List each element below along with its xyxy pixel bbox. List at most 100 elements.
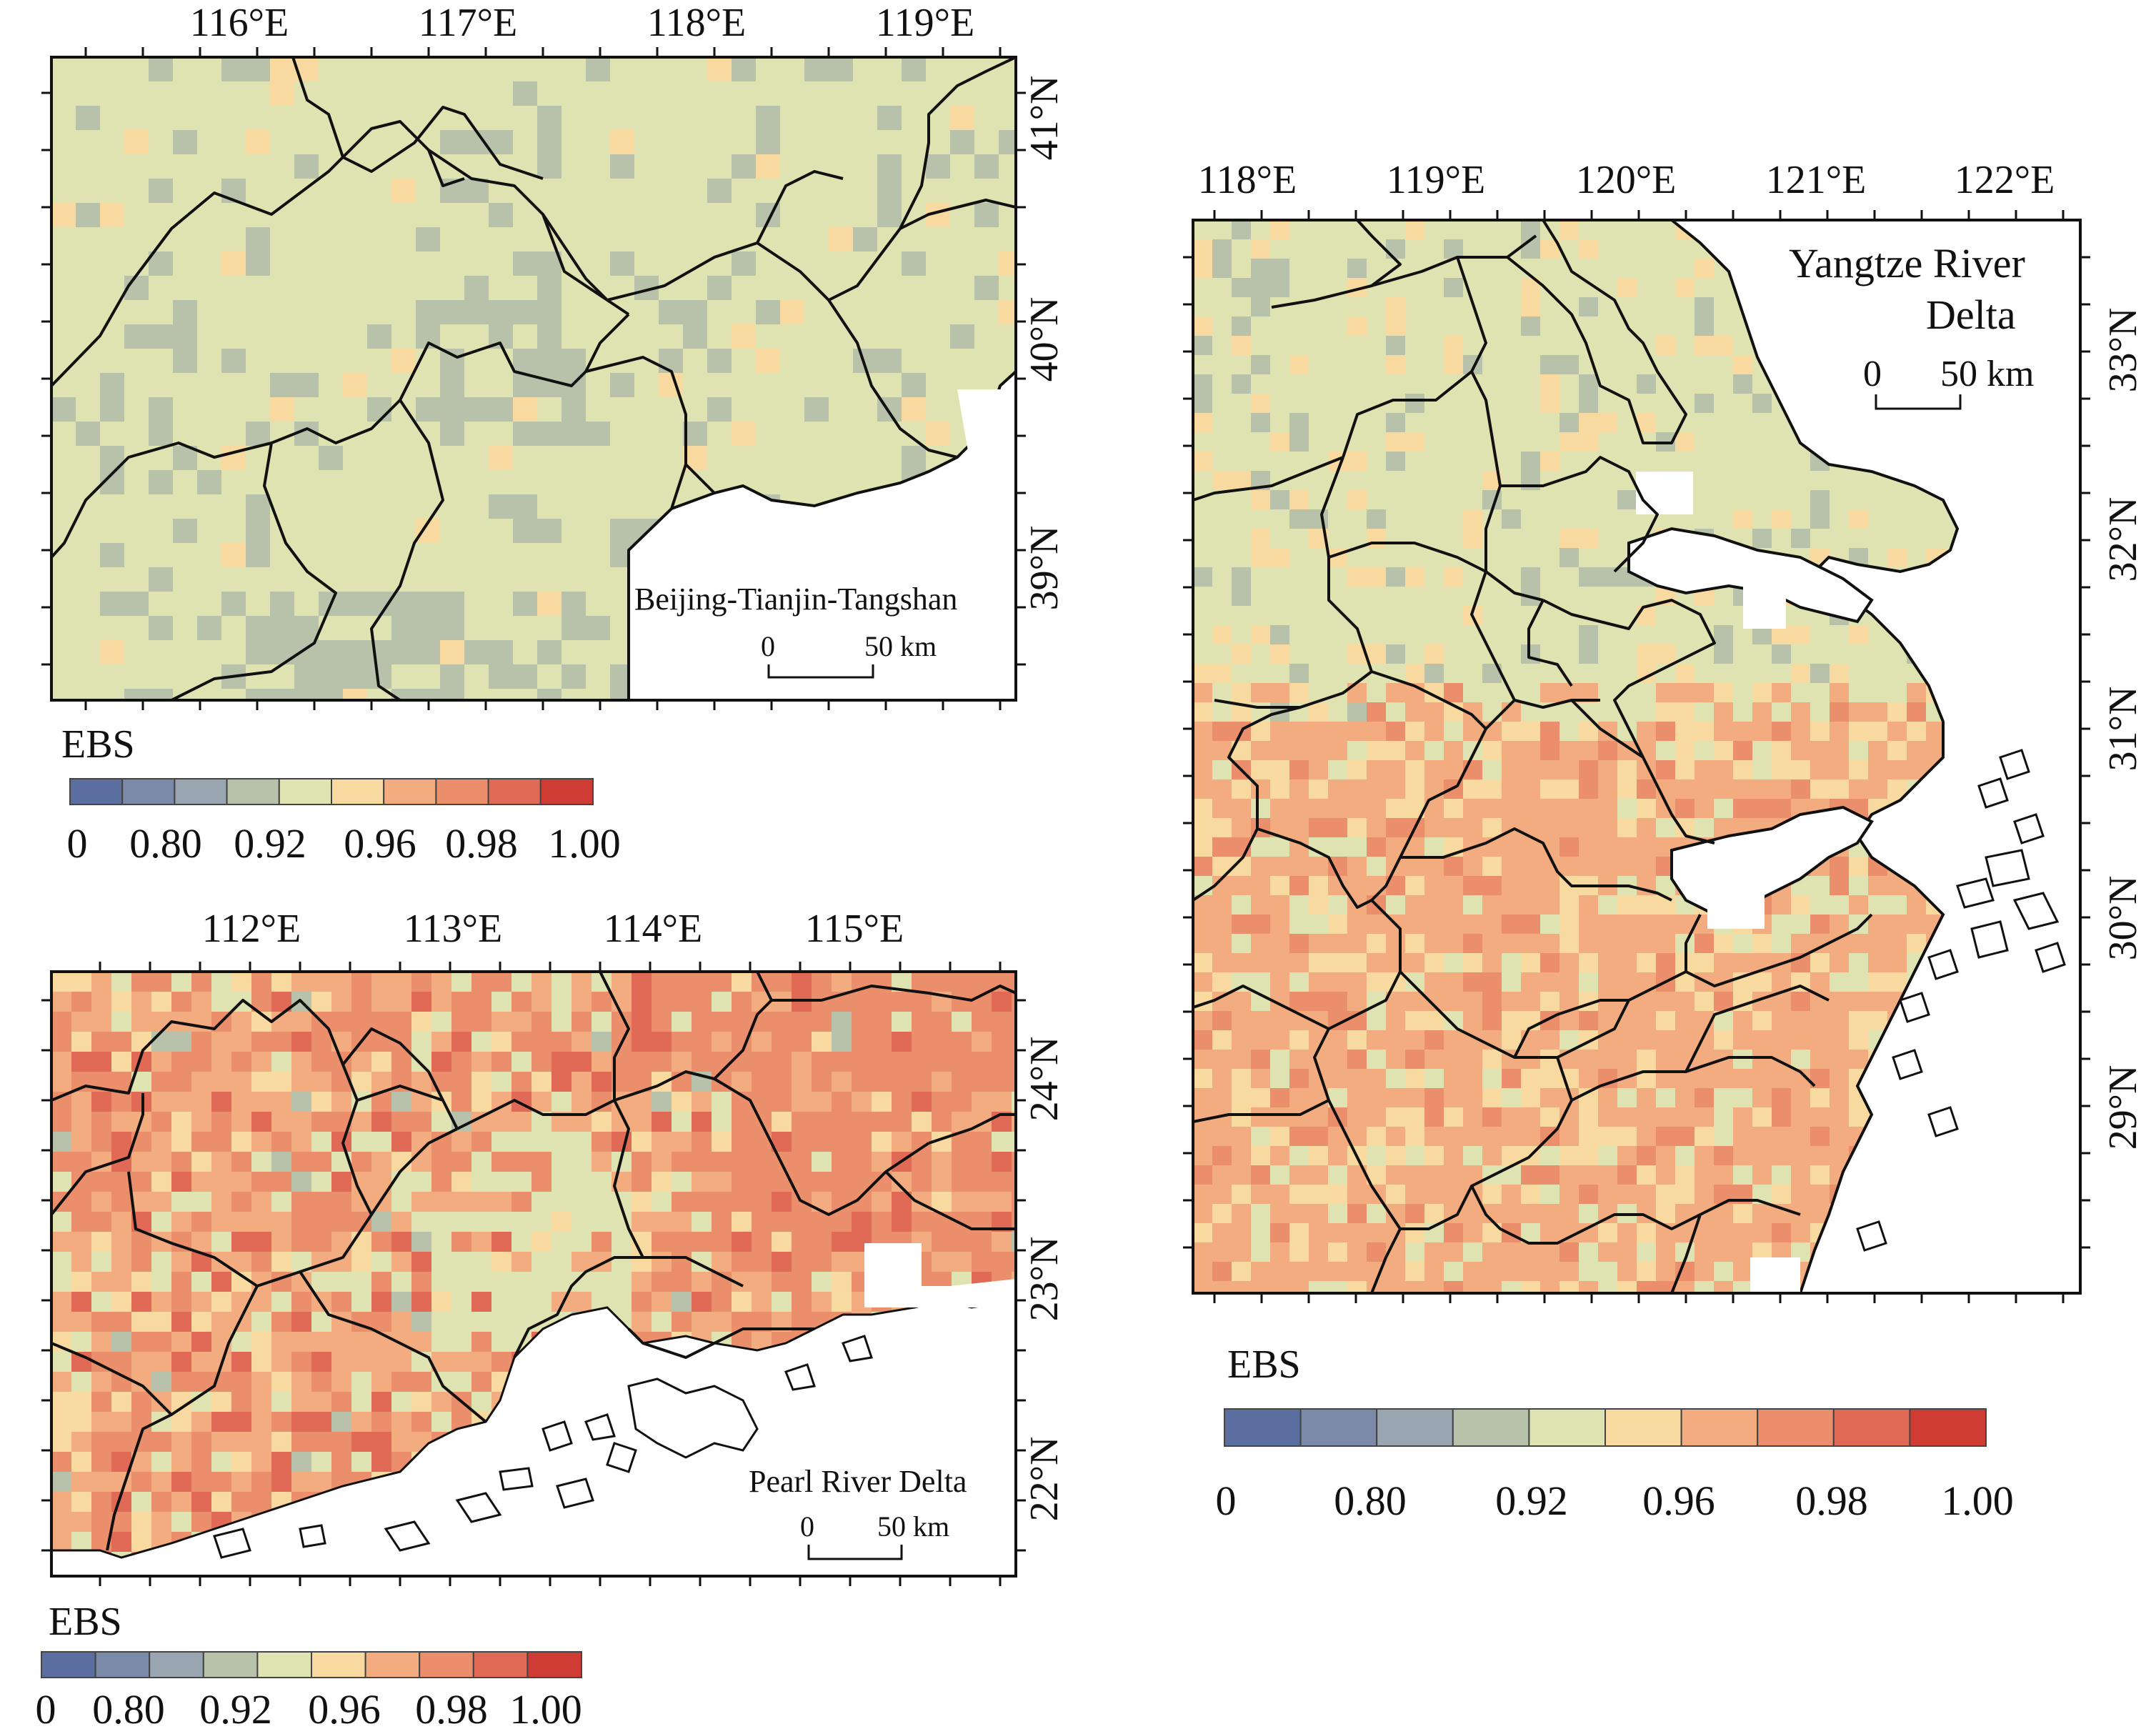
ebs-cell — [852, 1212, 872, 1232]
ebs-cell — [391, 1412, 412, 1432]
ebs-cell — [1270, 220, 1290, 240]
ebs-cell — [634, 130, 659, 155]
ebs-cell — [1309, 548, 1329, 568]
ebs-cell — [371, 1452, 392, 1473]
ebs-cell — [367, 324, 392, 349]
ebs-cell — [1907, 490, 1927, 510]
ebs-cell — [197, 227, 222, 252]
ebs-cell — [311, 1032, 332, 1052]
ebs-cell — [562, 422, 587, 447]
ebs-cell — [1328, 336, 1348, 356]
ebs-cell — [1386, 490, 1406, 510]
ebs-cell — [1637, 317, 1657, 337]
ebs-cell — [1521, 567, 1541, 587]
ebs-cell — [1521, 413, 1541, 433]
ebs-cell — [1695, 1107, 1715, 1127]
ebs-cell — [124, 227, 149, 252]
ebs-cell — [211, 1152, 232, 1172]
ebs-cell — [1309, 1127, 1329, 1147]
ebs-cell — [1579, 239, 1599, 259]
prd-colorbar-swatches — [41, 1651, 583, 1678]
ebs-cell — [191, 1232, 212, 1252]
ebs-cell — [652, 1192, 672, 1212]
ebs-cell — [271, 1292, 292, 1312]
ebs-cell — [291, 1192, 312, 1212]
ebs-cell — [707, 203, 732, 228]
ebs-cell — [1347, 934, 1367, 954]
ebs-cell — [877, 179, 902, 204]
ebs-cell — [311, 1232, 332, 1252]
ebs-cell — [1367, 587, 1387, 607]
ebs-cell — [451, 992, 472, 1012]
ebs-cell — [391, 1052, 412, 1072]
ebs-cell — [912, 1052, 932, 1072]
ebs-cell — [270, 227, 295, 252]
ebs-cell — [1367, 1050, 1387, 1070]
colorbar-swatch — [472, 1651, 529, 1678]
ebs-cell — [1502, 1127, 1522, 1147]
ebs-cell — [1830, 876, 1850, 896]
ebs-cell — [1212, 317, 1232, 337]
ebs-cell — [1617, 1107, 1637, 1127]
ebs-cell — [1232, 567, 1252, 587]
ebs-cell — [1212, 432, 1232, 452]
ebs-cell — [1617, 972, 1637, 992]
ebs-cell — [1251, 317, 1271, 337]
ebs-cell — [912, 1172, 932, 1192]
ebs-cell — [416, 276, 441, 301]
ebs-cell — [367, 446, 392, 471]
ebs-cell — [1386, 760, 1406, 780]
ebs-cell — [471, 1092, 492, 1112]
ebs-cell — [999, 227, 1016, 252]
ebs-cell — [211, 1072, 232, 1092]
ebs-cell — [1849, 1030, 1869, 1050]
ebs-cell — [391, 1292, 412, 1312]
ebs-cell — [151, 1012, 172, 1032]
ebs-cell — [1232, 1127, 1252, 1147]
ebs-cell — [100, 543, 125, 568]
ebs-cell — [1849, 702, 1869, 722]
ebs-cell — [251, 1252, 272, 1272]
ebs-cell — [251, 1032, 272, 1052]
ebs-cell — [659, 251, 684, 276]
ebs-cell — [171, 1412, 192, 1432]
ebs-cell — [1232, 895, 1252, 915]
ebs-cell — [431, 1132, 452, 1152]
ebs-cell — [1617, 1088, 1637, 1108]
ebs-cell — [1232, 625, 1252, 645]
ebs-cell — [1733, 1030, 1753, 1050]
ebs-cell — [1482, 1127, 1502, 1147]
ebs-cell — [1637, 818, 1657, 838]
ebs-cell — [91, 1052, 112, 1072]
ebs-cell — [221, 640, 246, 665]
ebs-cell — [111, 1132, 132, 1152]
ebs-cell — [1463, 664, 1483, 684]
ebs-cell — [1012, 1052, 1016, 1072]
ebs-cell — [659, 81, 684, 106]
ebs-cell — [652, 1052, 672, 1072]
ebs-cell — [772, 1292, 792, 1312]
ebs-cell — [100, 519, 125, 544]
ebs-cell — [1752, 664, 1772, 684]
ebs-cell — [877, 106, 902, 131]
ebs-cell — [211, 1232, 232, 1252]
ebs-cell — [531, 1252, 552, 1272]
ebs-cell — [51, 1392, 72, 1412]
ebs-cell — [464, 567, 489, 592]
ebs-cell — [659, 203, 684, 228]
ebs-cell — [1444, 953, 1464, 973]
ebs-cell — [1714, 953, 1734, 973]
ebs-cell — [1463, 683, 1483, 703]
ebs-cell — [1656, 1011, 1676, 1031]
ebs-cell — [491, 1352, 512, 1372]
ebs-cell — [552, 992, 572, 1012]
ebs-cell — [151, 1112, 172, 1132]
ebs-cell — [221, 689, 246, 700]
ebs-cell — [692, 1172, 712, 1192]
ebs-cell — [173, 227, 198, 252]
ebs-cell — [197, 616, 222, 641]
ebs-cell — [451, 1132, 472, 1152]
ebs-cell — [692, 1292, 712, 1312]
ebs-cell — [1733, 799, 1753, 819]
ebs-cell — [294, 664, 319, 689]
